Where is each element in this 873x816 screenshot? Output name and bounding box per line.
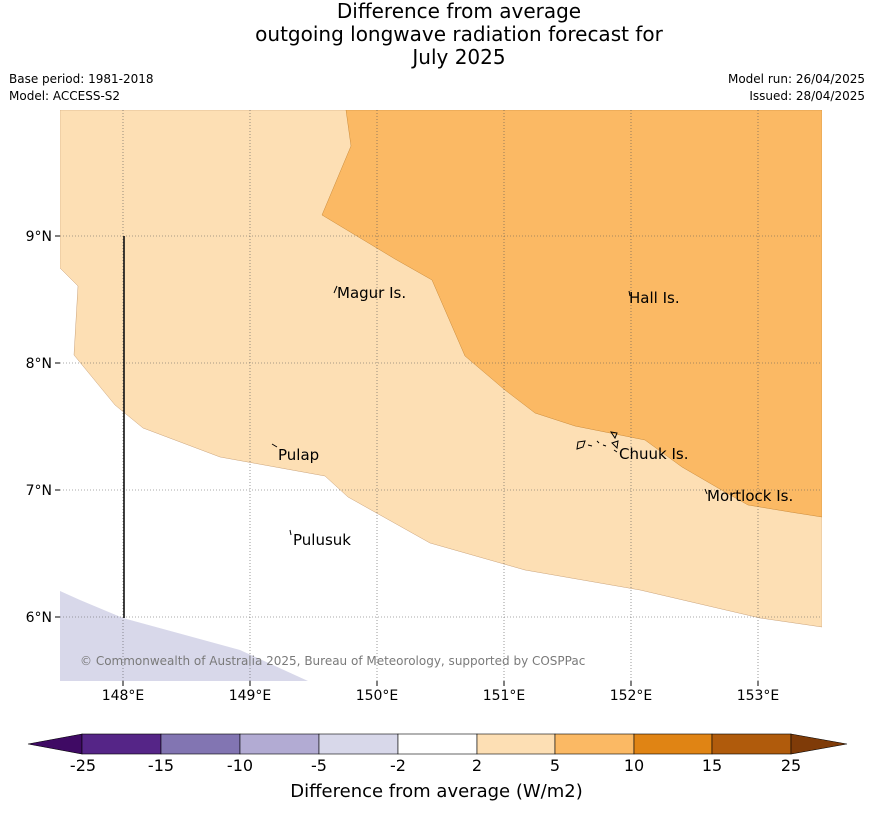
lon-150: 150°E (356, 688, 399, 704)
base-period: Base period: 1981-2018 (9, 72, 154, 86)
colorbar-swatch (476, 733, 556, 755)
gridlines (60, 110, 822, 681)
label-mortlock: Mortlock Is. (707, 487, 793, 505)
colorbar-swatch (318, 733, 399, 755)
magur-island-mark (333, 285, 338, 294)
colorbar-tick-label: -2 (390, 756, 406, 775)
label-hall: Hall Is. (629, 289, 680, 307)
island-markers (271, 285, 708, 536)
hall-island-mark (628, 290, 631, 297)
lat-7: 7°N (26, 483, 52, 499)
title-line-1: Difference from average (336, 0, 582, 23)
place-labels: Magur Is. Hall Is. Pulap Chuuk Is. Mortl… (278, 284, 793, 549)
lon-149: 149°E (229, 688, 272, 704)
colorbar-tick-label: 25 (780, 756, 802, 775)
issued-date: Issued: 28/04/2025 (749, 89, 865, 103)
colorbar-tick-label: 15 (701, 756, 723, 775)
label-chuuk: Chuuk Is. (619, 445, 688, 463)
colorbar-tick-label: 2 (471, 756, 483, 775)
mortlock-island-mark (704, 488, 708, 495)
region-minus5-to-minus2 (60, 591, 308, 681)
meta-right: Model run: 26/04/2025 Issued: 28/04/2025 (728, 71, 865, 105)
colorbar-swatch (554, 733, 635, 755)
meta-left: Base period: 1981-2018 Model: ACCESS-S2 (9, 71, 154, 105)
colorbar-swatch (633, 733, 713, 755)
colorbar-tick-label: 10 (623, 756, 645, 775)
label-pulap: Pulap (278, 446, 319, 464)
axis-ticks (55, 235, 759, 686)
label-pulusuk: Pulusuk (293, 531, 351, 549)
chuuk-island-marks (576, 431, 619, 453)
colorbar-arrow-right (790, 733, 848, 755)
chart-title: Difference from average outgoing longwav… (0, 0, 873, 69)
lat-8: 8°N (26, 356, 52, 372)
lat-6: 6°N (26, 610, 52, 626)
pulusuk-island-mark (289, 529, 292, 536)
title-line-3: July 2025 (412, 45, 506, 69)
colorbar-tick-label: -15 (147, 756, 175, 775)
lon-148: 148°E (102, 688, 145, 704)
colorbar-tick-label: 5 (549, 756, 561, 775)
colorbar-swatch (397, 733, 478, 755)
lon-152: 152°E (610, 688, 653, 704)
map-area: Magur Is. Hall Is. Pulap Chuuk Is. Mortl… (60, 110, 822, 681)
colorbar (27, 733, 848, 755)
copyright-text: © Commonwealth of Australia 2025, Bureau… (80, 654, 585, 668)
colorbar-swatch (711, 733, 792, 755)
title-line-2: outgoing longwave radiation forecast for (255, 22, 663, 46)
colorbar-swatch (239, 733, 320, 755)
model-run: Model run: 26/04/2025 (727, 72, 865, 86)
pulap-island-mark (271, 443, 278, 448)
colorbar-title: Difference from average (W/m2) (290, 781, 583, 802)
colorbar-swatch (81, 733, 162, 755)
colorbar-tick-label: -5 (311, 756, 327, 775)
lon-151: 151°E (483, 688, 526, 704)
longitude-labels: 148°E 149°E 150°E 151°E 152°E 153°E (102, 688, 780, 704)
colorbar-arrow-left (27, 733, 83, 755)
label-magur: Magur Is. (337, 284, 406, 302)
latitude-labels: 9°N 8°N 7°N 6°N (26, 229, 52, 626)
lon-153: 153°E (737, 688, 780, 704)
colorbar-swatch (160, 733, 241, 755)
colorbar-tick-label: -25 (69, 756, 97, 775)
model-name: Model: ACCESS-S2 (9, 89, 121, 103)
colorbar-tick-label: -10 (226, 756, 254, 775)
lat-9: 9°N (26, 229, 52, 245)
region-5-to-10 (321, 110, 822, 518)
